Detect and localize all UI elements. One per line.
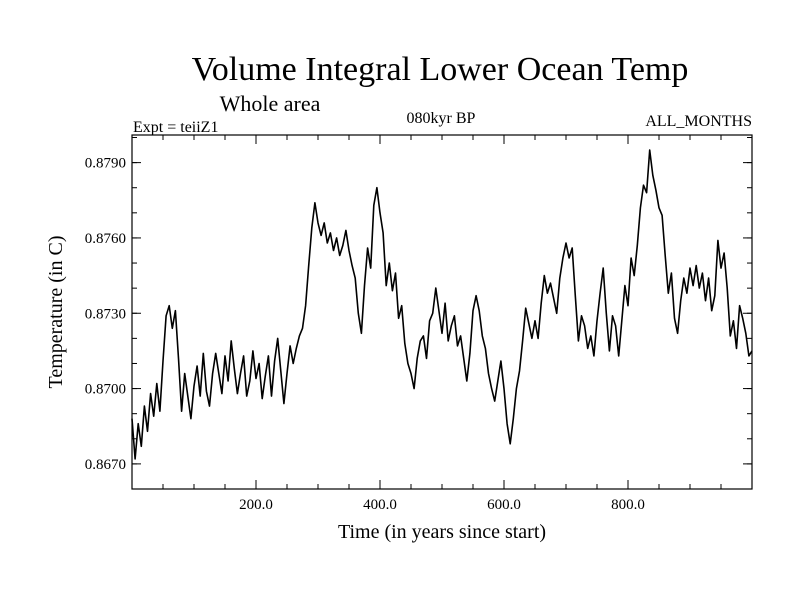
experiment-label: Expt = teiiZ1 [133, 119, 218, 136]
x-tick-label: 200.0 [239, 497, 273, 513]
chart-subtitle: Whole area [220, 91, 321, 116]
months-label: ALL_MONTHS [645, 113, 752, 130]
y-tick-label: 0.8790 [85, 156, 126, 172]
axes: 200.0 400.0 600.0 800.0 0.8670 0.8700 0.8730 0.… [85, 135, 752, 513]
y-tick-label: 0.8730 [85, 306, 126, 322]
x-tick-label: 800.0 [611, 497, 645, 513]
x-axis-label: Time (in years since start) [338, 521, 546, 543]
y-axis-label: Temperature (in C) [45, 236, 67, 389]
chart-title: Volume Integral Lower Ocean Temp [192, 51, 689, 88]
y-tick-label: 0.8760 [85, 231, 126, 247]
y-tick-label: 0.8700 [85, 382, 126, 398]
period-label: 080kyr BP [407, 110, 476, 127]
temperature-series-line [131, 149, 753, 460]
x-tick-label: 600.0 [487, 497, 521, 513]
plot-frame [131, 134, 753, 490]
x-tick-label: 400.0 [363, 497, 397, 513]
y-tick-label: 0.8670 [85, 457, 126, 473]
